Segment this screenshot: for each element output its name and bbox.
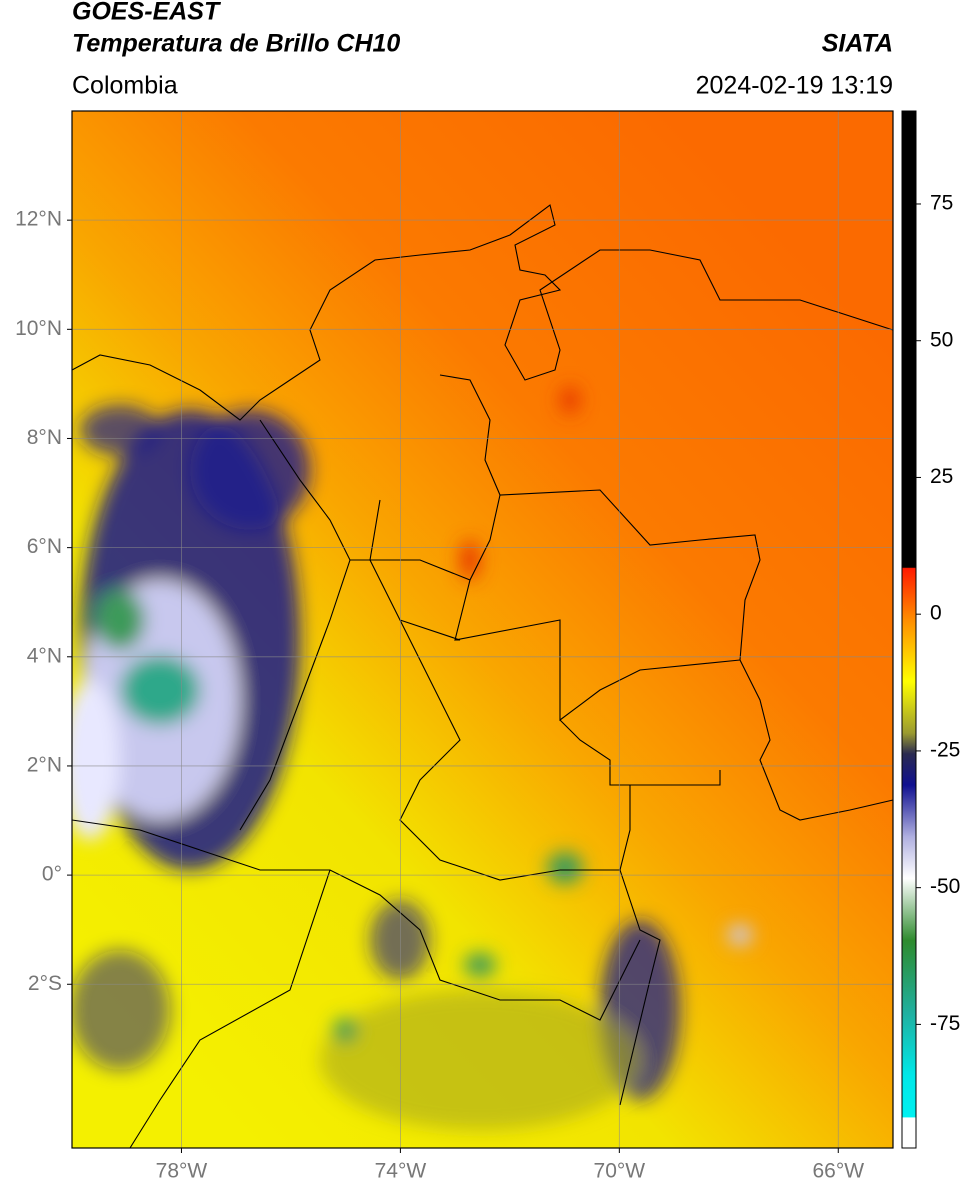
- y-tick-label: 2°S: [28, 972, 62, 995]
- y-tick-label: 6°N: [27, 535, 62, 558]
- y-tick-label: 2°N: [27, 753, 62, 776]
- y-tick-label: 4°N: [27, 644, 62, 667]
- datetime-label: 2024-02-19 13:19: [696, 72, 893, 100]
- colorbar: [901, 110, 917, 1149]
- gridlines: [72, 111, 893, 1148]
- satellite-title: GOES-EAST: [72, 0, 222, 26]
- borders: [72, 204, 893, 1148]
- map-image: [72, 111, 893, 1148]
- colorbar-label: -75: [930, 1012, 960, 1035]
- x-tick-label: 78°W: [156, 1160, 208, 1183]
- colorbar-label: -50: [930, 875, 960, 898]
- venezuela-border: [439, 374, 893, 821]
- x-tick-label: 70°W: [594, 1160, 646, 1183]
- y-tick-label: 12°N: [15, 208, 62, 231]
- colorbar-label: -25: [930, 738, 960, 761]
- colorbar-label: 0: [930, 602, 942, 625]
- colorbar-label: 25: [930, 465, 953, 488]
- map-frame: [71, 110, 894, 1149]
- colorbar-label: 50: [930, 328, 953, 351]
- product-title: Temperatura de Brillo CH10: [72, 30, 400, 58]
- coastline: [72, 204, 893, 421]
- x-tick-label: 66°W: [812, 1160, 864, 1183]
- source-label: SIATA: [822, 30, 893, 58]
- department-borders: [239, 419, 620, 881]
- x-tick-label: 74°W: [375, 1160, 427, 1183]
- colombia-border: [454, 494, 741, 1106]
- y-tick-label: 0°: [42, 863, 62, 886]
- y-tick-label: 10°N: [15, 317, 62, 340]
- region-label: Colombia: [72, 72, 178, 100]
- colorbar-label: 75: [930, 192, 953, 215]
- y-tick-label: 8°N: [27, 426, 62, 449]
